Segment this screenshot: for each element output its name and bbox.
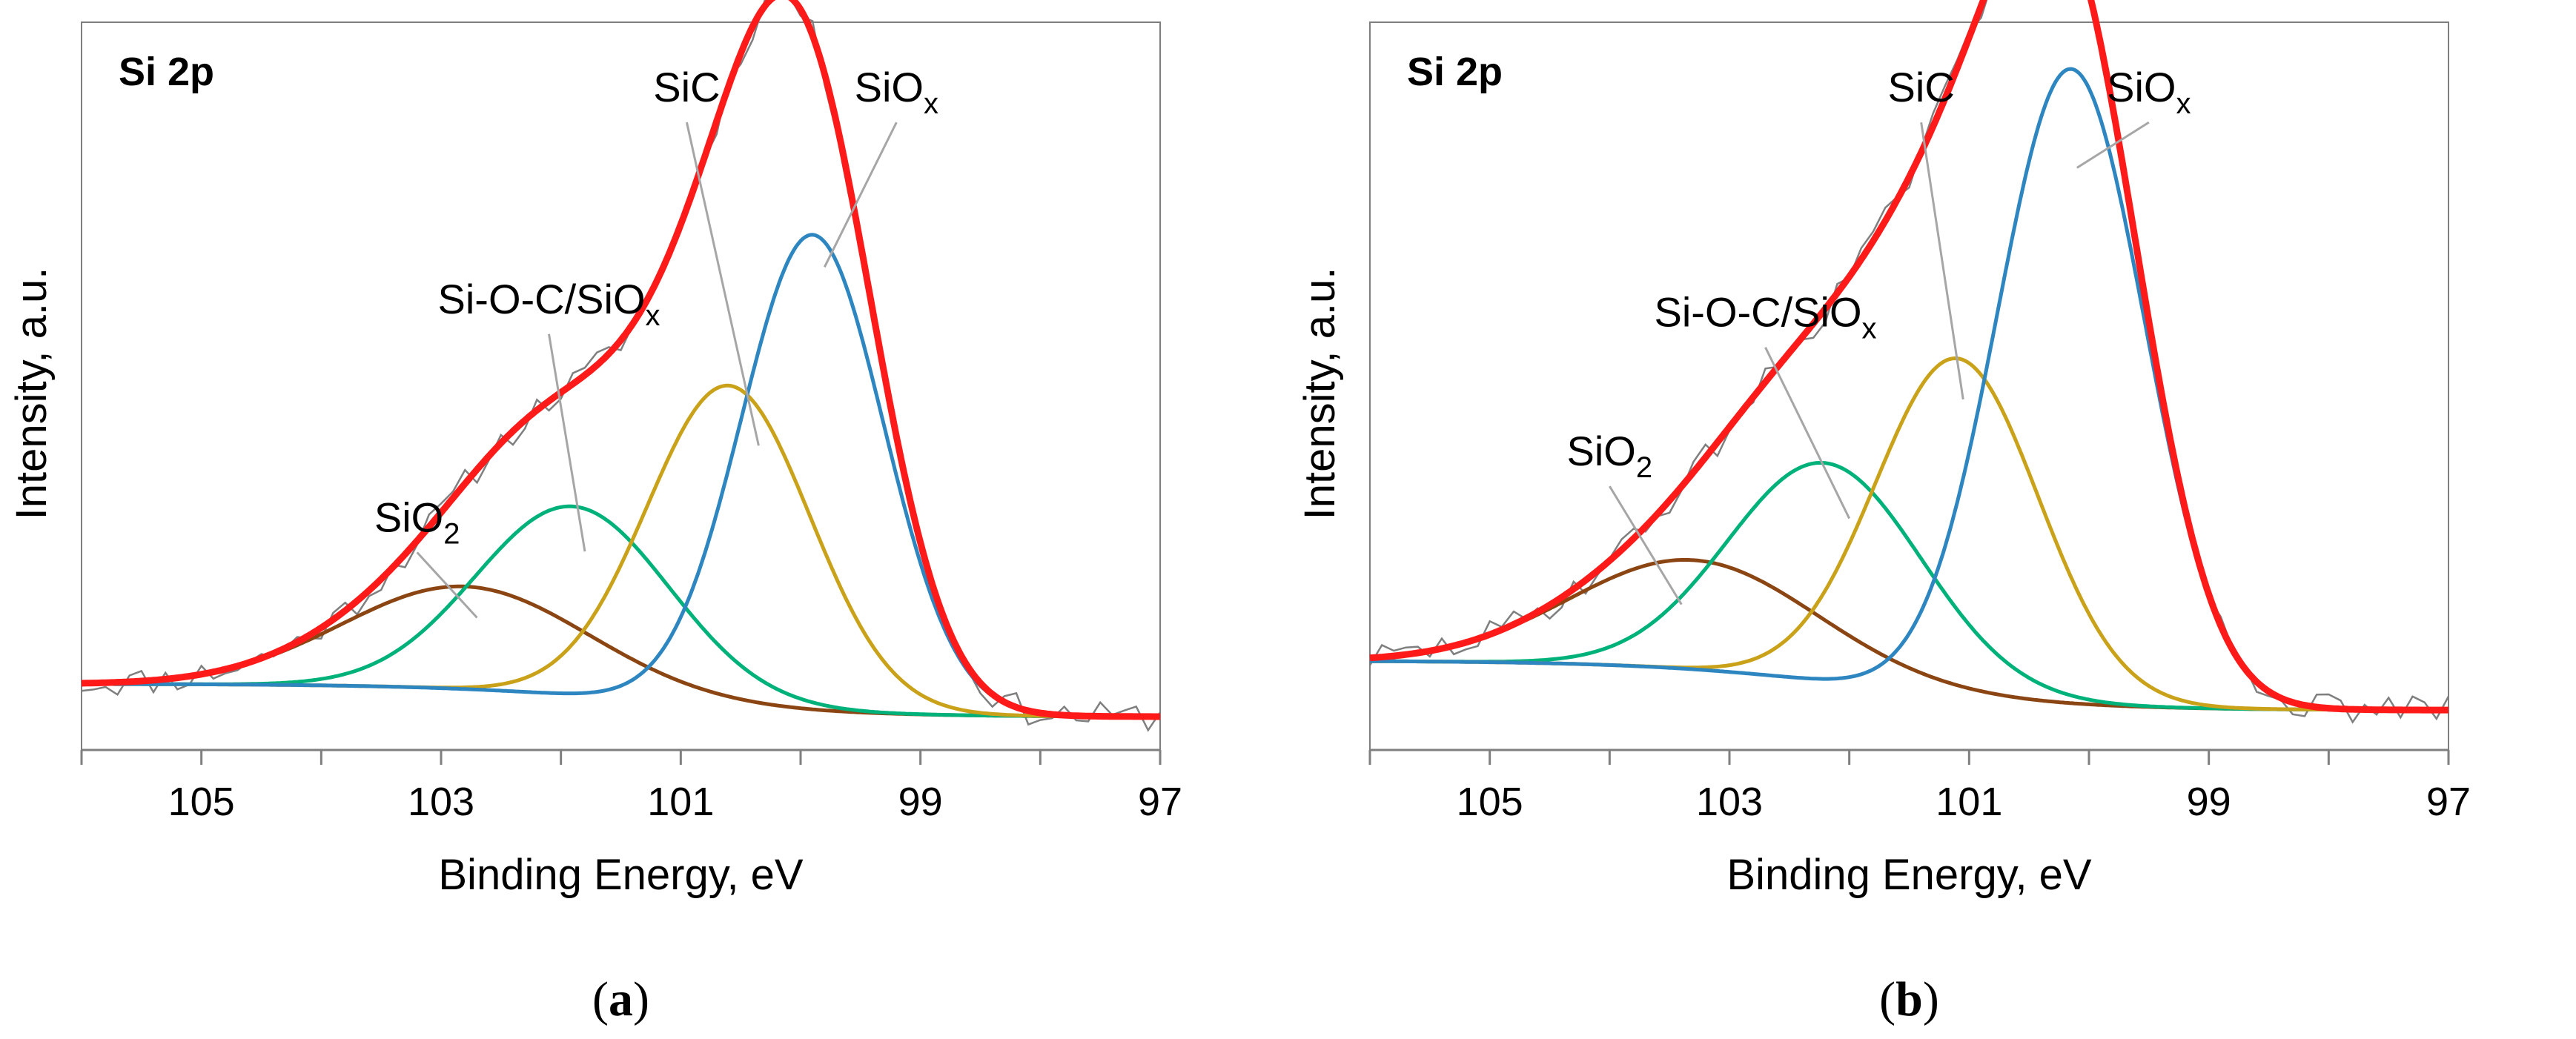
x-tick-label: 103 xyxy=(408,780,474,824)
fit-curves xyxy=(1368,0,2450,724)
annotation-leader-line xyxy=(1609,485,1683,605)
annotation-label: SiOx xyxy=(855,64,938,120)
panel-caption: (a) xyxy=(592,972,649,1026)
annotation-leader-line xyxy=(548,333,586,552)
fit-curves xyxy=(80,0,1162,732)
chart-title: Si 2p xyxy=(1407,50,1503,94)
annotation-label: SiC xyxy=(653,64,720,110)
annotation-label: SiC xyxy=(1888,64,1955,110)
annotation-label: Si-O-C/SiOx xyxy=(438,276,660,332)
component-si-o-c-siox-line xyxy=(1370,460,2448,712)
annotation-leader-line xyxy=(2076,121,2150,169)
panel-caption: (b) xyxy=(1879,972,1939,1026)
peak-annotations: SiO2 Si-O-C/SiOx SiC SiOx xyxy=(374,64,938,619)
x-tick-label: 99 xyxy=(2187,780,2231,824)
x-tick-label: 105 xyxy=(168,780,235,824)
panel-b-chart: 105 103 101 99 97 Binding Energy, eV Intensity… xyxy=(1296,0,2471,1026)
raw-spectrum-line xyxy=(81,0,1162,732)
x-tick-label: 105 xyxy=(1457,780,1523,824)
annotation-leader-line xyxy=(685,122,760,446)
peak-annotations: SiO2 Si-O-C/SiOx SiC SiOx xyxy=(1567,64,2191,605)
annotation-leader-line xyxy=(1920,122,1964,400)
annotation-leader-line xyxy=(416,551,478,619)
component-sic-line xyxy=(1370,356,2448,712)
x-ticks: 105 103 101 99 97 xyxy=(80,750,1182,824)
y-axis-label: Intensity, a.u. xyxy=(7,268,56,520)
annotation-label: SiOx xyxy=(2107,64,2191,120)
plot-frame xyxy=(81,21,1161,751)
x-tick-label: 99 xyxy=(898,780,943,824)
annotation-leader-line xyxy=(1764,346,1851,520)
raw-spectrum-line xyxy=(1368,0,2450,724)
annotation-label: Si-O-C/SiOx xyxy=(1655,289,1877,345)
x-tick-label: 101 xyxy=(1936,780,2002,824)
x-tick-label: 101 xyxy=(647,780,714,824)
x-tick-label: 103 xyxy=(1696,780,1763,824)
annotation-leader-line xyxy=(823,122,898,268)
chart-title: Si 2p xyxy=(119,50,214,94)
envelope-fit-line xyxy=(80,0,1162,720)
plot-frame xyxy=(1369,21,2449,751)
x-tick-label: 97 xyxy=(1138,780,1182,824)
envelope-fit-line xyxy=(1368,0,2450,714)
annotation-label: SiO2 xyxy=(374,494,460,550)
x-axis-label: Binding Energy, eV xyxy=(1726,851,2092,899)
y-axis-label: Intensity, a.u. xyxy=(1296,268,1344,520)
x-axis-label: Binding Energy, eV xyxy=(438,851,804,899)
x-tick-label: 97 xyxy=(2426,780,2471,824)
annotation-label: SiO2 xyxy=(1567,428,1653,484)
x-ticks: 105 103 101 99 97 xyxy=(1368,750,2471,824)
panel-a-chart: 105 103 101 99 97 Binding Energy, eV Intensity… xyxy=(7,0,1182,1026)
